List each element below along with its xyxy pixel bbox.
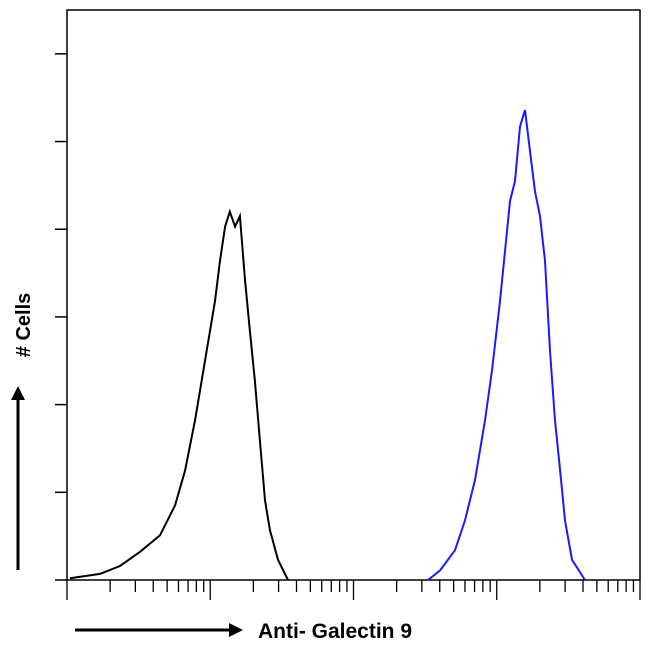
y-arrowhead bbox=[11, 386, 25, 400]
x-axis-label: Anti- Galectin 9 bbox=[258, 620, 412, 643]
plot-frame bbox=[66, 9, 641, 581]
x-arrowhead bbox=[229, 623, 243, 637]
histogram-line bbox=[69, 208, 289, 581]
histogram-line bbox=[427, 109, 586, 581]
y-axis-label: # Cells bbox=[13, 293, 35, 357]
